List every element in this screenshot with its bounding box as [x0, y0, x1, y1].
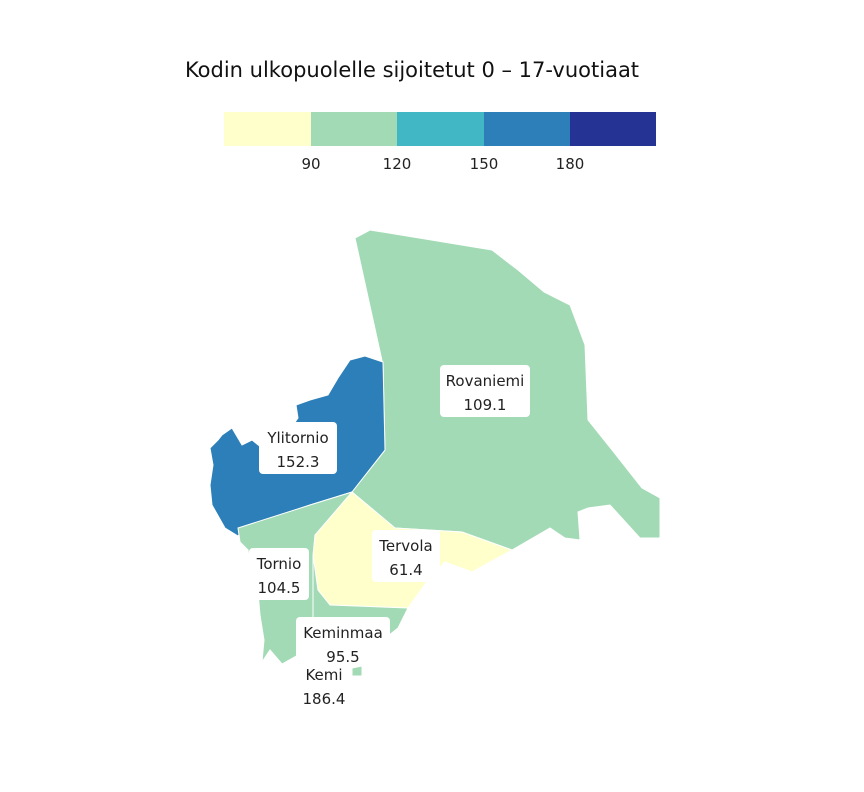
legend-bin-3	[397, 112, 484, 146]
legend-bin-2	[311, 112, 397, 146]
tornio-label-box	[249, 548, 309, 600]
rovaniemi-value: 109.1	[464, 396, 507, 414]
label-rovaniemi: Rovaniemi 109.1	[440, 365, 530, 417]
rovaniemi-name: Rovaniemi	[446, 372, 525, 390]
tervola-name: Tervola	[378, 537, 432, 555]
legend-bin-4	[484, 112, 570, 146]
legend-tick-90: 90	[301, 155, 320, 173]
label-tornio: Tornio 104.5	[249, 548, 309, 600]
keminmaa-name: Keminmaa	[303, 624, 383, 642]
legend-bin-5	[570, 112, 656, 146]
tervola-label-box	[372, 530, 440, 582]
kemi-name: Kemi	[305, 666, 342, 684]
label-kemi: Kemi 186.4	[303, 666, 346, 708]
map-title: Kodin ulkopuolelle sijoitetut 0 – 17-vuo…	[185, 58, 639, 82]
label-tervola: Tervola 61.4	[372, 530, 440, 582]
color-legend: 90 120 150 180	[224, 112, 656, 173]
kemi-value: 186.4	[303, 690, 346, 708]
tornio-value: 104.5	[258, 579, 301, 597]
region-kemi[interactable]	[351, 665, 363, 677]
label-ylitornio: Ylitornio 152.3	[259, 422, 337, 474]
legend-tick-180: 180	[556, 155, 585, 173]
region-labels: Kemi 186.4 Rovaniemi 109.1 Ylitornio 152…	[249, 365, 530, 708]
ylitornio-name: Ylitornio	[266, 429, 328, 447]
keminmaa-value: 95.5	[326, 648, 359, 666]
legend-bin-1	[224, 112, 311, 146]
keminmaa-label-box	[296, 617, 390, 666]
tervola-value: 61.4	[389, 561, 422, 579]
ylitornio-label-box	[259, 422, 337, 474]
legend-tick-120: 120	[383, 155, 412, 173]
rovaniemi-label-box	[440, 365, 530, 417]
tornio-name: Tornio	[256, 555, 302, 573]
label-keminmaa: Keminmaa 95.5	[296, 617, 390, 666]
ylitornio-value: 152.3	[277, 453, 320, 471]
legend-tick-150: 150	[470, 155, 499, 173]
